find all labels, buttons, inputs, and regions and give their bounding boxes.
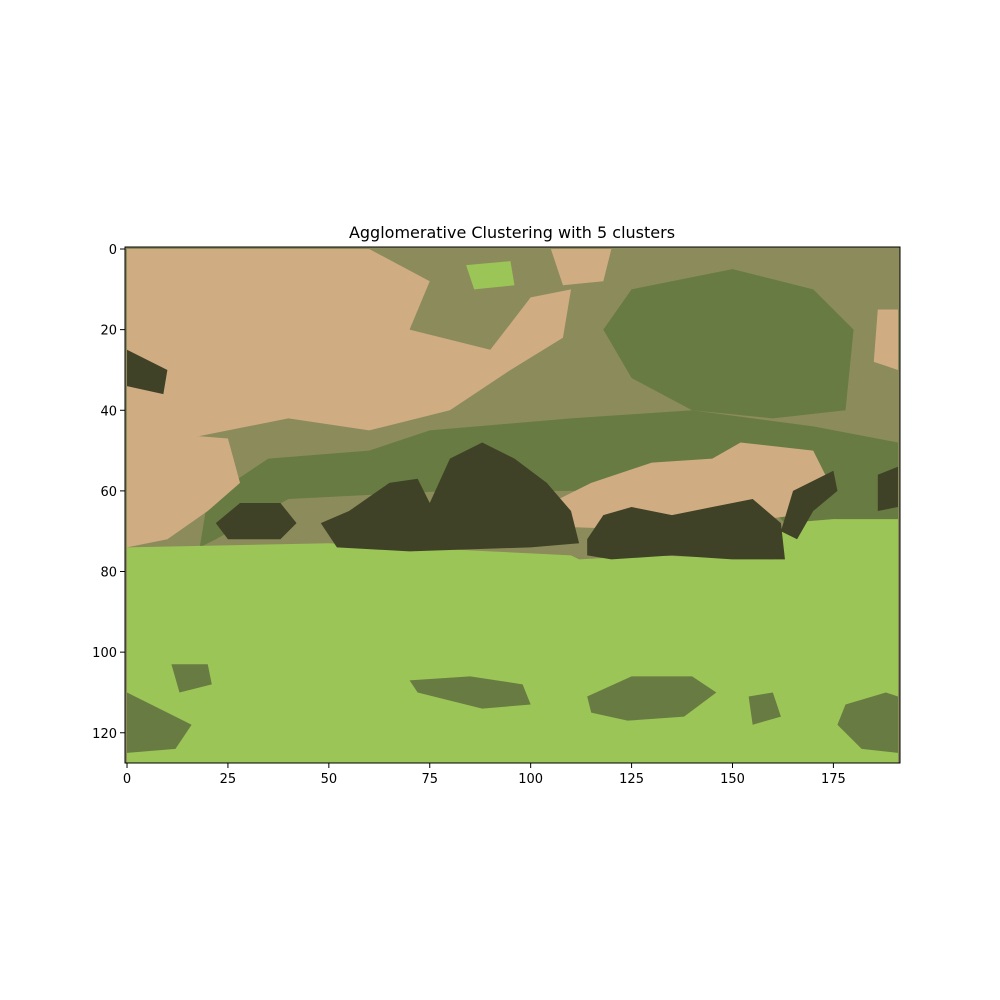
x-tick-label: 150 <box>720 772 745 787</box>
y-tick-label: 60 <box>100 485 117 500</box>
cluster-0-region <box>550 249 612 286</box>
y-tick-label: 40 <box>100 404 117 419</box>
x-tick-label: 75 <box>421 772 438 787</box>
x-tick-label: 100 <box>518 772 543 787</box>
x-tick-label: 50 <box>321 772 338 787</box>
cluster-3-region <box>587 498 785 560</box>
cluster-2-region <box>199 410 898 548</box>
chart-title: Agglomerative Clustering with 5 clusters <box>349 223 675 242</box>
cluster-3-region <box>780 470 838 540</box>
x-tick-label: 175 <box>821 772 846 787</box>
y-tick-label: 120 <box>92 727 117 742</box>
y-tick-label: 100 <box>92 646 117 661</box>
cluster-2-grass-patch <box>587 676 717 721</box>
cluster-2-grass-patch <box>171 664 212 693</box>
cluster-2-grass-patch <box>748 692 781 725</box>
plot-frame <box>124 246 901 764</box>
y-tick-label: 20 <box>100 324 117 339</box>
cluster-4-region <box>466 261 515 290</box>
y-tick-label: 80 <box>100 566 117 581</box>
cluster-3-region <box>127 349 168 395</box>
x-axis: 0 25 50 75 100 125 150 175 <box>123 763 846 787</box>
y-tick-label: 0 <box>109 243 117 258</box>
cluster-2-grass-patch <box>127 692 192 753</box>
x-tick-label: 125 <box>619 772 644 787</box>
cluster-3-region <box>877 466 898 512</box>
x-tick-label: 25 <box>220 772 237 787</box>
cluster-2-region <box>603 269 854 419</box>
cluster-4-region <box>127 519 898 763</box>
cluster-2-grass-patch <box>837 692 898 753</box>
cluster-0-region <box>127 430 241 548</box>
cluster-0-region <box>127 249 572 451</box>
cluster-3-region <box>215 502 297 540</box>
x-tick-label: 0 <box>123 772 131 787</box>
cluster-0-region <box>873 309 898 370</box>
cluster-3-region <box>320 442 580 552</box>
plot-area <box>125 247 900 763</box>
cluster-2-grass-patch <box>409 676 531 709</box>
y-axis: 0 20 40 60 80 100 120 <box>92 243 125 742</box>
